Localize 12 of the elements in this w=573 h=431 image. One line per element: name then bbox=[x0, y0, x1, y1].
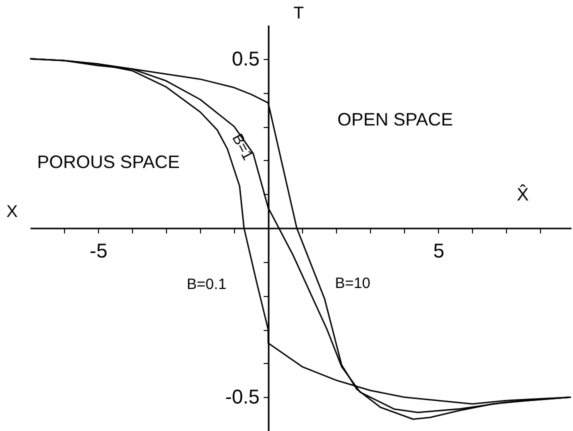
y-axis-title: T bbox=[293, 4, 304, 22]
annotation: POROUS SPACE bbox=[37, 152, 180, 172]
text: B=1 bbox=[228, 131, 256, 164]
y-tick-label: -0.5 bbox=[225, 386, 260, 409]
x-tick-label: -5 bbox=[90, 240, 108, 262]
text: X bbox=[6, 202, 18, 221]
series-label: B=10 bbox=[334, 275, 370, 292]
y-tick-label: 0.5 bbox=[232, 48, 260, 70]
x-tick-label: 5 bbox=[433, 240, 444, 262]
x-axis-title: X̂ bbox=[516, 184, 529, 204]
series-label: B=0.1 bbox=[186, 276, 226, 294]
annotation: OPEN SPACE bbox=[337, 109, 454, 130]
